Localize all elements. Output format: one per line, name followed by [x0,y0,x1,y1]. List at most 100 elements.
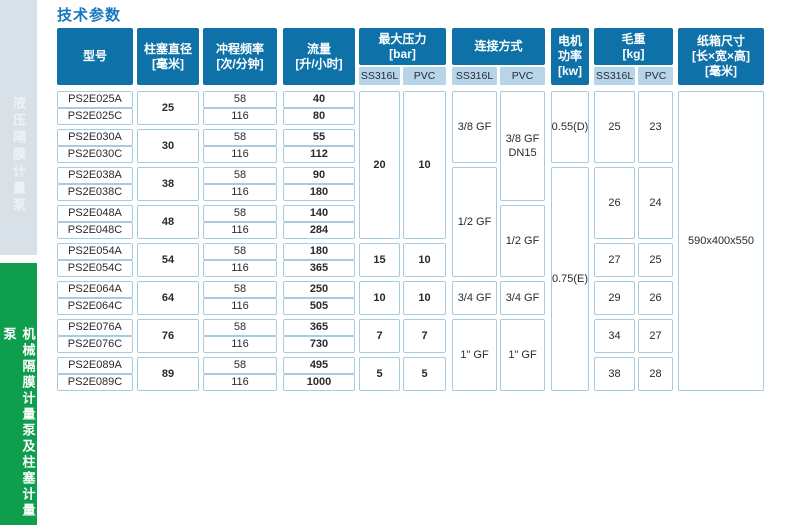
connection-pvc-cell: 1/2 GF [500,205,545,277]
subheader-pressure-pvc: PVC [403,67,446,85]
pressure-ss-cell: 15 [359,243,400,277]
diameter-cell: 76 [137,319,199,353]
diameter-cell: 89 [137,357,199,391]
sidebar-label-mechanical: 机械隔膜计量泵及柱塞计量泵 [1,327,36,519]
weight-pvc-cell: 26 [638,281,673,315]
connection-ss-cell: 3/4 GF [452,281,497,315]
weight-ss-cell: 34 [594,319,635,353]
diameter-cell: 54 [137,243,199,277]
page-title: 技术参数 [57,7,122,24]
stroke-cell: 58 [203,205,277,222]
model-cell: PS2E076A [57,319,133,336]
header-connection: 连接方式 [452,28,545,65]
diameter-cell: 30 [137,129,199,163]
stroke-cell: 58 [203,167,277,184]
header-stroke: 冲程频率 [次/分钟] [203,28,277,85]
sidebar-section-mechanical: 机械隔膜计量泵及柱塞计量泵 [0,263,37,525]
flow-cell: 55 [283,129,355,146]
pressure-pvc-cell: 10 [403,243,446,277]
stroke-cell: 116 [203,336,277,353]
carton-size-cell: 590x400x550 [678,91,764,391]
pressure-ss-cell: 7 [359,319,400,353]
model-cell: PS2E054C [57,260,133,277]
flow-cell: 365 [283,260,355,277]
model-cell: PS2E089C [57,374,133,391]
stroke-cell: 58 [203,91,277,108]
header-power: 电机 功率 [kw] [551,28,589,85]
pressure-pvc-cell: 7 [403,319,446,353]
model-cell: PS2E064C [57,298,133,315]
model-cell: PS2E048A [57,205,133,222]
flow-cell: 730 [283,336,355,353]
model-cell: PS2E089A [57,357,133,374]
motor-power-cell: 0.55(D) [551,91,589,163]
stroke-cell: 116 [203,184,277,201]
model-cell: PS2E048C [57,222,133,239]
flow-cell: 80 [283,108,355,125]
sidebar-label-hydraulic: 液压隔膜计量泵 [11,95,26,215]
model-cell: PS2E038A [57,167,133,184]
stroke-cell: 58 [203,357,277,374]
stroke-cell: 116 [203,260,277,277]
connection-pvc-cell: 3/4 GF [500,281,545,315]
model-cell: PS2E064A [57,281,133,298]
pressure-pvc-cell: 10 [403,91,446,239]
stroke-cell: 116 [203,222,277,239]
diameter-cell: 25 [137,91,199,125]
model-cell: PS2E054A [57,243,133,260]
flow-cell: 250 [283,281,355,298]
flow-cell: 1000 [283,374,355,391]
weight-ss-cell: 38 [594,357,635,391]
weight-pvc-cell: 27 [638,319,673,353]
diameter-cell: 38 [137,167,199,201]
connection-pvc-cell: 1" GF [500,319,545,391]
header-diameter: 柱塞直径 [毫米] [137,28,199,85]
model-cell: PS2E025A [57,91,133,108]
model-cell: PS2E025C [57,108,133,125]
subheader-weight-pvc: PVC [638,67,673,85]
connection-ss-cell: 1/2 GF [452,167,497,277]
pressure-pvc-cell: 5 [403,357,446,391]
weight-ss-cell: 25 [594,91,635,163]
stroke-cell: 116 [203,108,277,125]
subheader-connection-ss316l: SS316L [452,67,497,85]
weight-pvc-cell: 28 [638,357,673,391]
sidebar-section-hydraulic: 液压隔膜计量泵 [0,0,37,255]
header-model: 型号 [57,28,133,85]
model-cell: PS2E030C [57,146,133,163]
weight-ss-cell: 27 [594,243,635,277]
flow-cell: 495 [283,357,355,374]
flow-cell: 365 [283,319,355,336]
subheader-pressure-ss316l: SS316L [359,67,400,85]
flow-cell: 90 [283,167,355,184]
model-cell: PS2E030A [57,129,133,146]
flow-cell: 180 [283,184,355,201]
flow-cell: 140 [283,205,355,222]
header-weight: 毛重 [kg] [594,28,673,65]
weight-pvc-cell: 24 [638,167,673,239]
pressure-ss-cell: 10 [359,281,400,315]
flow-cell: 112 [283,146,355,163]
subheader-connection-pvc: PVC [500,67,545,85]
flow-cell: 40 [283,91,355,108]
weight-pvc-cell: 23 [638,91,673,163]
stroke-cell: 116 [203,298,277,315]
flow-cell: 180 [283,243,355,260]
motor-power-cell: 0.75(E) [551,167,589,391]
subheader-weight-ss316l: SS316L [594,67,635,85]
connection-ss-cell: 1" GF [452,319,497,391]
pressure-ss-cell: 5 [359,357,400,391]
diameter-cell: 64 [137,281,199,315]
header-flow: 流量 [升/小时] [283,28,355,85]
connection-pvc-cell: 3/8 GF DN15 [500,91,545,201]
spec-table: 型号 柱塞直径 [毫米] 冲程频率 [次/分钟] 流量 [升/小时] 最大压力 … [57,28,764,391]
stroke-cell: 58 [203,281,277,298]
connection-ss-cell: 3/8 GF [452,91,497,163]
header-pressure: 最大压力 [bar] [359,28,446,65]
pressure-ss-cell: 20 [359,91,400,239]
pressure-pvc-cell: 10 [403,281,446,315]
weight-ss-cell: 26 [594,167,635,239]
stroke-cell: 116 [203,374,277,391]
stroke-cell: 58 [203,243,277,260]
